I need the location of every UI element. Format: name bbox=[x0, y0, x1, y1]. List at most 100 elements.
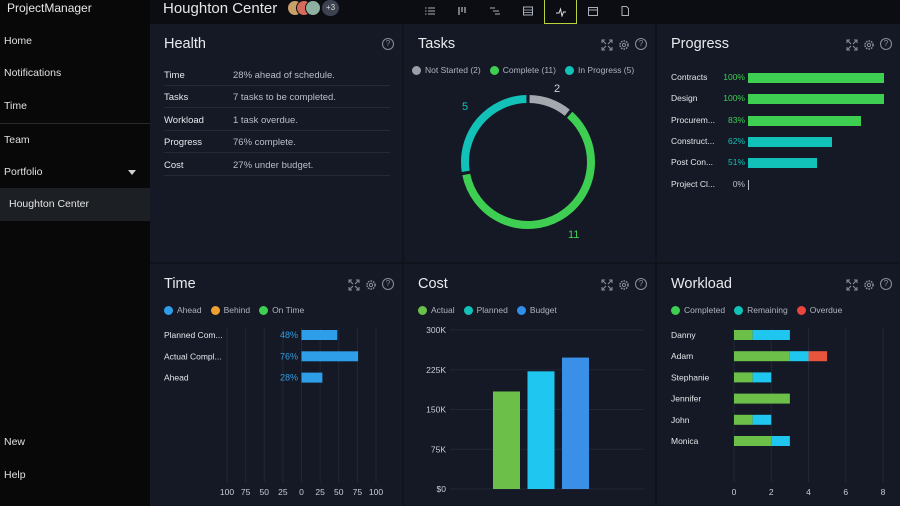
expand-icon[interactable] bbox=[846, 278, 858, 291]
workload-bar-remaining[interactable] bbox=[752, 330, 790, 340]
chevron-down-icon[interactable] bbox=[128, 170, 136, 175]
progress-task-name: Construct... bbox=[671, 135, 715, 146]
legend-item: Ahead bbox=[164, 305, 202, 315]
x-tick-label: 6 bbox=[843, 487, 848, 497]
gear-icon[interactable] bbox=[618, 38, 630, 50]
progress-percent: 100% bbox=[723, 72, 745, 82]
list-view-icon[interactable] bbox=[415, 0, 445, 22]
assignee-label: Danny bbox=[671, 330, 696, 340]
legend-item: In Progress (5) bbox=[564, 65, 634, 75]
legend-label: Overdue bbox=[809, 305, 843, 315]
legend-dot bbox=[489, 65, 499, 75]
help-icon[interactable]: ? bbox=[635, 38, 647, 50]
cost-bar-budget[interactable] bbox=[562, 357, 589, 489]
x-tick-label: 25 bbox=[315, 487, 325, 497]
help-icon[interactable]: ? bbox=[635, 278, 647, 290]
sidebar-item-help[interactable]: Help bbox=[4, 469, 26, 481]
workload-bar-completed[interactable] bbox=[734, 393, 790, 404]
help-icon[interactable]: ? bbox=[880, 38, 892, 50]
document-view-icon[interactable] bbox=[610, 0, 640, 22]
legend-item: On Time bbox=[259, 305, 304, 315]
gear-icon[interactable] bbox=[863, 38, 875, 50]
progress-row: Contracts 100% bbox=[671, 71, 900, 85]
sidebar-item-new[interactable]: New bbox=[4, 436, 26, 448]
donut-value-label: 5 bbox=[462, 101, 468, 113]
avatar-more-badge[interactable]: +3 bbox=[322, 0, 339, 16]
donut-slice-in-progress[interactable] bbox=[461, 95, 527, 172]
workload-bar-completed[interactable] bbox=[734, 330, 753, 340]
board-view-icon[interactable] bbox=[447, 0, 477, 22]
expand-icon[interactable] bbox=[348, 278, 360, 291]
legend-dot bbox=[734, 305, 744, 315]
legend-label: Actual bbox=[431, 305, 455, 315]
tasks-panel: Tasks ? Not Started (2) Complete (11) In… bbox=[404, 24, 655, 262]
legend-label: Ahead bbox=[177, 305, 202, 315]
legend-label: Budget bbox=[529, 305, 557, 315]
legend-item: Not Started (2) bbox=[412, 65, 481, 75]
legend-label: On Time bbox=[272, 305, 305, 315]
health-value: 28% ahead of schedule. bbox=[233, 70, 335, 81]
workload-bar-completed[interactable] bbox=[734, 414, 753, 425]
value-label: 28% bbox=[280, 373, 298, 383]
assignee-label: Adam bbox=[671, 351, 693, 361]
tasks-legend: Not Started (2) Complete (11) In Progres… bbox=[412, 65, 634, 75]
expand-icon[interactable] bbox=[601, 38, 613, 51]
workload-bar-remaining[interactable] bbox=[771, 436, 790, 446]
legend-item: Complete (11) bbox=[489, 65, 556, 75]
gear-icon[interactable] bbox=[618, 278, 630, 290]
calendar-view-icon[interactable] bbox=[578, 0, 608, 22]
donut-slice-complete[interactable] bbox=[462, 111, 595, 229]
sidebar-item-home[interactable]: Home bbox=[4, 35, 33, 47]
workload-bar-completed[interactable] bbox=[734, 351, 790, 362]
health-panel: Health ? Time 28% ahead of schedule. Task… bbox=[150, 24, 402, 262]
sidebar-item-time[interactable]: Time bbox=[4, 100, 27, 112]
donut-slice-not-started[interactable] bbox=[529, 95, 570, 116]
sidebar-item-notifications[interactable]: Notifications bbox=[4, 67, 62, 79]
top-bar: Houghton Center +3 bbox=[150, 0, 900, 24]
legend-item: Behind bbox=[210, 305, 250, 315]
cost-bar-actual[interactable] bbox=[493, 391, 520, 489]
sidebar-item-houghton-center[interactable]: Houghton Center bbox=[0, 188, 150, 221]
gear-icon[interactable] bbox=[365, 278, 377, 290]
workload-bar-completed[interactable] bbox=[734, 372, 753, 383]
time-bar[interactable] bbox=[301, 330, 338, 340]
expand-icon[interactable] bbox=[601, 278, 613, 291]
help-icon[interactable]: ? bbox=[382, 278, 394, 290]
workload-bar-remaining[interactable] bbox=[752, 414, 772, 425]
legend-dot bbox=[564, 65, 574, 75]
health-value: 7 tasks to be completed. bbox=[233, 92, 336, 103]
value-label: 48% bbox=[280, 330, 298, 340]
workload-bar-overdue[interactable] bbox=[808, 351, 828, 362]
gear-icon[interactable] bbox=[863, 278, 875, 290]
progress-bar bbox=[748, 94, 884, 105]
legend-item: Overdue bbox=[796, 305, 843, 315]
help-icon[interactable]: ? bbox=[880, 278, 892, 290]
sheet-view-icon[interactable] bbox=[513, 0, 543, 22]
cost-bar-planned[interactable] bbox=[527, 371, 555, 489]
sidebar: ProjectManager Home Notifications Time T… bbox=[0, 0, 150, 506]
x-tick-label: 50 bbox=[260, 487, 270, 497]
workload-bar-completed[interactable] bbox=[734, 436, 772, 446]
time-bar-chart: 100 75 50 25 0 25 50 75 100 Planned Com... 48% Actu… bbox=[164, 328, 383, 497]
category-label: Planned Com... bbox=[164, 330, 223, 340]
health-key: Tasks bbox=[164, 92, 189, 103]
sidebar-item-team[interactable]: Team bbox=[4, 134, 30, 146]
progress-task-name: Design bbox=[671, 93, 698, 104]
legend-dot bbox=[418, 305, 427, 315]
legend-item: Budget bbox=[516, 305, 557, 315]
panel-title: Tasks bbox=[418, 36, 456, 52]
sidebar-item-portfolio[interactable]: Portfolio bbox=[4, 166, 43, 178]
expand-icon[interactable] bbox=[846, 38, 858, 51]
legend-dot bbox=[259, 305, 269, 315]
progress-percent: 51% bbox=[727, 157, 745, 168]
time-bar[interactable] bbox=[301, 351, 359, 362]
workload-bar-remaining[interactable] bbox=[752, 372, 772, 383]
gantt-view-icon[interactable] bbox=[480, 0, 510, 22]
donut-value-label: 2 bbox=[554, 83, 560, 95]
x-tick-label: 8 bbox=[881, 487, 886, 497]
workload-bar-remaining[interactable] bbox=[789, 351, 809, 362]
avatar[interactable] bbox=[305, 0, 321, 16]
dashboard-view-icon[interactable] bbox=[544, 0, 577, 24]
time-bar[interactable] bbox=[301, 372, 323, 383]
help-icon[interactable]: ? bbox=[382, 38, 394, 50]
